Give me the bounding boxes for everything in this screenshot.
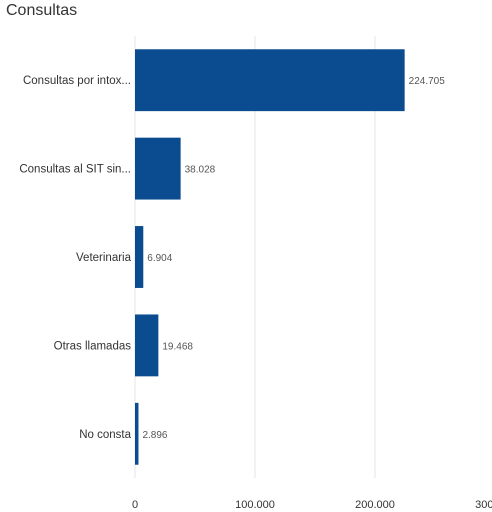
category-label: Consultas por intox... bbox=[23, 75, 131, 87]
bar bbox=[135, 314, 159, 377]
category-label: Consultas al SIT sin... bbox=[19, 164, 131, 176]
x-tick-label: 100.000 bbox=[235, 499, 275, 511]
x-tick-label: 200.000 bbox=[355, 499, 395, 511]
value-label: 19.468 bbox=[162, 341, 193, 352]
bar bbox=[135, 137, 181, 200]
chart-title: Consultas bbox=[6, 2, 78, 19]
category-label: Otras llamadas bbox=[54, 340, 132, 352]
x-tick-label: 0 bbox=[132, 499, 138, 511]
value-label: 38.028 bbox=[185, 165, 216, 176]
category-label: No consta bbox=[79, 429, 131, 441]
category-label: Veterinaria bbox=[76, 252, 132, 264]
bar bbox=[135, 49, 405, 112]
x-tick-label: 300.000 bbox=[475, 499, 492, 511]
bar bbox=[135, 402, 139, 465]
value-label: 224.705 bbox=[409, 76, 446, 87]
bar bbox=[135, 226, 144, 288]
value-label: 6.904 bbox=[147, 253, 172, 264]
value-label: 2.896 bbox=[142, 430, 167, 441]
